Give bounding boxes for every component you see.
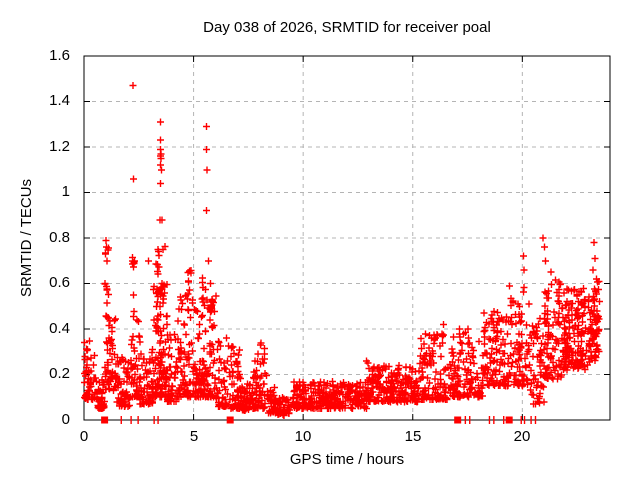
y-tick-label: 1.2 bbox=[49, 138, 70, 155]
y-tick-label: 0.6 bbox=[49, 274, 70, 291]
x-tick-label: 10 bbox=[294, 428, 312, 445]
axis-ticks bbox=[83, 55, 610, 421]
y-tick-label: 0.2 bbox=[49, 365, 70, 382]
y-tick-label: 0.8 bbox=[49, 229, 70, 246]
x-axis-title: GPS time / hours bbox=[289, 451, 405, 468]
y-tick-label: 0.4 bbox=[49, 320, 70, 337]
baseline-zero-cluster bbox=[454, 416, 462, 424]
x-tick-label: 20 bbox=[513, 428, 531, 445]
y-tick-label: 1.6 bbox=[49, 47, 70, 64]
x-tick-label: 5 bbox=[189, 428, 199, 445]
grid-lines bbox=[84, 56, 610, 420]
baseline-zero-points bbox=[120, 416, 537, 424]
chart-title: Day 038 of 2026, SRMTID for receiver poa… bbox=[203, 19, 491, 36]
y-tick-label: 0 bbox=[61, 411, 70, 428]
baseline-zero-cluster bbox=[101, 416, 109, 424]
baseline-zero-cluster bbox=[226, 416, 234, 424]
baseline-zero-cluster bbox=[505, 416, 513, 424]
x-tick-label: 0 bbox=[79, 428, 89, 445]
x-tick-label: 15 bbox=[404, 428, 422, 445]
y-tick-label: 1 bbox=[61, 183, 70, 200]
y-tick-label: 1.4 bbox=[49, 92, 70, 109]
scatter-points bbox=[81, 82, 603, 419]
